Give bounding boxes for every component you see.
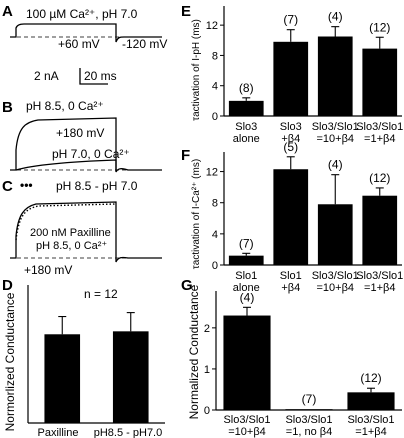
panel-e-n-label-3: (12) bbox=[369, 20, 390, 34]
panel-e-category-0-line-1: alone bbox=[233, 133, 260, 145]
panel-f-category-0-line-1: alone bbox=[233, 282, 260, 294]
panel-e-category-2-line-1: =10+β4 bbox=[316, 133, 354, 145]
panel-b-trace2-label: pH 7.0, 0 Ca²⁺ bbox=[52, 147, 130, 161]
panel-g-category-2-line-0: Slo3/Slo1 bbox=[347, 414, 394, 426]
panel-c-condition: pH 8.5 - pH 7.0 bbox=[56, 179, 138, 193]
panel-e-category-1-line-0: Slo3 bbox=[280, 121, 302, 133]
panel-g-category-1-line-0: Slo3/Slo1 bbox=[285, 414, 332, 426]
panel-e: E τactivation of I-pH (ms) 0 4 8 12 (8) (7) (… bbox=[181, 3, 403, 145]
panel-f-category-1-line-1: +β4 bbox=[281, 282, 300, 294]
panel-f-n-label-2: (4) bbox=[328, 158, 343, 172]
panel-c-trace-dotted bbox=[15, 203, 117, 241]
panel-e-ytick-label-2: 8 bbox=[212, 50, 218, 62]
panel-f-category-2-line-0: Slo3/Slo1 bbox=[312, 270, 359, 282]
panel-a: A 100 µM Ca²⁺, pH 7.0 +60 mV -120 mV 2 n… bbox=[2, 3, 167, 85]
scale-bar-current-label: 2 nA bbox=[34, 69, 59, 83]
panel-g-ytick-label-0: 0 bbox=[204, 405, 210, 417]
panel-b-trace-ph70 bbox=[15, 159, 117, 171]
panel-a-letter: A bbox=[2, 3, 13, 20]
panel-e-ytick-label-1: 4 bbox=[212, 81, 218, 93]
scale-bar-time-label: 20 ms bbox=[84, 69, 117, 83]
panel-f-category-3-line-1: =1+β4 bbox=[364, 282, 395, 294]
panel-f-letter: F bbox=[181, 147, 190, 164]
panel-e-category-3-line-1: =1+β4 bbox=[364, 133, 395, 145]
panel-e-n-label-1: (7) bbox=[283, 13, 298, 27]
panel-f: F τactivation of I-Ca²⁺ (ms) 0 4 8 12 (7) (5… bbox=[181, 140, 403, 294]
panel-a-condition: 100 µM Ca²⁺, pH 7.0 bbox=[26, 7, 138, 21]
panel-d: D Normorlized Conductance n = 12 Paxilli… bbox=[2, 277, 165, 438]
panel-d-bar-1 bbox=[112, 331, 149, 423]
panel-d-category-1: pH8.5 - pH7.0 bbox=[94, 427, 162, 438]
panel-b-step-voltage: +180 mV bbox=[56, 126, 104, 140]
panel-b: B pH 8.5, 0 Ca²⁺ +180 mV pH 7.0, 0 Ca²⁺ bbox=[2, 99, 162, 173]
panel-f-ytick-label-0: 0 bbox=[212, 260, 218, 272]
panel-g-ylabel: Normalized Conductance bbox=[187, 284, 201, 419]
panel-f-category-2-line-1: =10+β4 bbox=[316, 282, 354, 294]
panel-d-category-0: Paxilline bbox=[38, 427, 79, 438]
panel-e-bar-3 bbox=[362, 48, 398, 116]
panel-f-category-1-line-0: Slo1 bbox=[280, 270, 302, 282]
panel-c: C ••• pH 8.5 - pH 7.0 200 nM Paxilline p… bbox=[2, 178, 162, 277]
panel-a-trace bbox=[10, 23, 162, 43]
panel-f-ylabel: τactivation of I-Ca²⁺ (ms) bbox=[191, 159, 202, 269]
panel-e-bar-0 bbox=[228, 100, 264, 116]
panel-a-step-voltage: +60 mV bbox=[58, 37, 100, 51]
panel-d-letter: D bbox=[2, 277, 13, 294]
panel-f-category-0-line-0: Slo1 bbox=[235, 270, 257, 282]
panel-e-n-label-2: (4) bbox=[328, 10, 343, 24]
panel-e-n-label-0: (8) bbox=[239, 81, 254, 95]
panel-c-note-line1: 200 nM Paxilline bbox=[30, 227, 111, 239]
panel-c-note-line2: pH 8.5, 0 Ca²⁺ bbox=[36, 240, 107, 252]
panel-e-bar-2 bbox=[317, 36, 353, 116]
panel-d-bar-0 bbox=[44, 334, 81, 423]
panel-f-n-label-1: (5) bbox=[283, 140, 298, 154]
panel-f-ytick-label-3: 12 bbox=[206, 167, 218, 179]
panel-b-letter: B bbox=[2, 99, 13, 116]
panel-e-category-1-line-1: +β4 bbox=[281, 133, 300, 145]
panel-g-bar-0 bbox=[223, 315, 271, 410]
panel-e-ytick-label-0: 0 bbox=[212, 111, 218, 123]
panel-e-category-2-line-0: Slo3/Slo1 bbox=[312, 121, 359, 133]
panel-g-letter: G bbox=[181, 277, 193, 294]
panel-d-annotation: n = 12 bbox=[84, 287, 118, 301]
panel-f-bar-1 bbox=[273, 169, 309, 265]
panel-e-letter: E bbox=[181, 3, 191, 20]
panel-b-condition: pH 8.5, 0 Ca²⁺ bbox=[26, 99, 104, 113]
panel-f-bar-0 bbox=[228, 255, 264, 265]
panel-b-trace-ph85 bbox=[10, 117, 162, 173]
panel-c-letter: C bbox=[2, 178, 13, 195]
panel-g-n-label-0: (4) bbox=[240, 290, 255, 304]
panel-c-trace-solid bbox=[10, 201, 162, 263]
panel-g-category-2-line-1: =1+β4 bbox=[355, 426, 386, 438]
panel-e-ytick-label-3: 12 bbox=[206, 20, 218, 32]
panel-f-ytick-label-2: 8 bbox=[212, 198, 218, 210]
panel-f-ytick-label-1: 4 bbox=[212, 229, 218, 241]
panel-c-legend-marker: ••• bbox=[20, 178, 33, 192]
panel-d-ylabel: Normorlized Conductance bbox=[3, 292, 17, 431]
panel-a-hold-voltage: -120 mV bbox=[122, 37, 167, 51]
panel-e-bar-1 bbox=[273, 41, 309, 116]
panel-g-n-label-2: (12) bbox=[360, 371, 381, 385]
panel-e-category-3-line-0: Slo3/Slo1 bbox=[356, 121, 403, 133]
panel-g: G Normalized Conductance 012 (4)(7)(12) … bbox=[181, 277, 402, 438]
panel-f-n-label-3: (12) bbox=[369, 171, 390, 185]
panel-g-category-0-line-1: =10+β4 bbox=[228, 426, 266, 438]
panel-c-step-voltage: +180 mV bbox=[24, 263, 72, 277]
panel-f-category-3-line-0: Slo3/Slo1 bbox=[356, 270, 403, 282]
panel-f-bar-3 bbox=[362, 195, 398, 265]
panel-f-bar-2 bbox=[317, 204, 353, 265]
panel-g-n-label-1: (7) bbox=[302, 392, 317, 406]
panel-e-ylabel: τactivation of I-pH (ms) bbox=[191, 19, 202, 121]
panel-g-ytick-label-1: 1 bbox=[204, 364, 210, 376]
panel-f-n-label-0: (7) bbox=[239, 236, 254, 250]
panel-g-category-0-line-0: Slo3/Slo1 bbox=[223, 414, 270, 426]
scale-bar bbox=[79, 68, 108, 85]
panel-g-ytick-label-2: 2 bbox=[204, 323, 210, 335]
panel-e-category-0-line-0: Slo3 bbox=[235, 121, 257, 133]
panel-g-bar-2 bbox=[347, 392, 395, 410]
panel-g-category-1-line-1: =1, no β4 bbox=[286, 426, 332, 438]
panel-g-bar-1 bbox=[285, 409, 333, 410]
